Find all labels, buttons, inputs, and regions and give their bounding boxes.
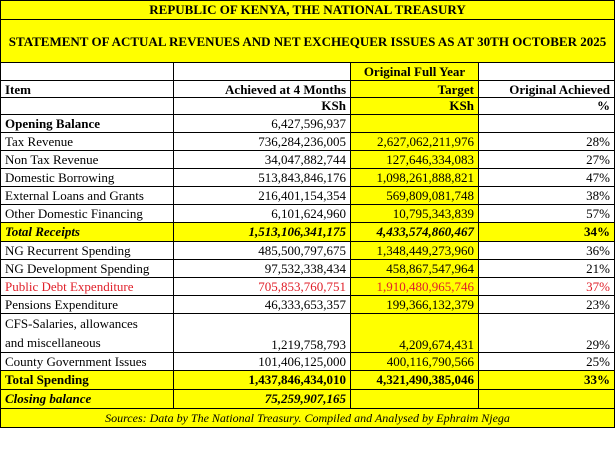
row-pct: 29% [478, 313, 615, 353]
table-row: CFS-Salaries, allowances and miscellaneou… [0, 313, 615, 353]
row-item: Public Debt Expenditure [0, 277, 174, 296]
title-row-2: STATEMENT OF ACTUAL REVENUES AND NET EXC… [0, 19, 615, 63]
row-pct: 28% [478, 132, 615, 151]
source-note: Sources: Data by The National Treasury. … [0, 408, 615, 428]
row-item: County Government Issues [0, 352, 174, 371]
header-item: Item [0, 80, 174, 98]
total-spending-row: Total Spending 1,437,846,434,010 4,321,4… [0, 370, 615, 390]
title-line-2: STATEMENT OF ACTUAL REVENUES AND NET EXC… [0, 19, 615, 63]
row-target: 1,348,449,273,960 [350, 241, 479, 260]
source-row: Sources: Data by The National Treasury. … [0, 408, 615, 428]
row-achieved: 6,101,624,960 [173, 204, 351, 223]
title-row-1: REPUBLIC OF KENYA, THE NATIONAL TREASURY [0, 0, 615, 20]
table-row: Non Tax Revenue 34,047,882,744 127,646,3… [0, 150, 615, 169]
row-pct: 47% [478, 168, 615, 187]
row-target: 458,867,547,964 [350, 259, 479, 278]
row-achieved: 6,427,596,937 [173, 114, 351, 133]
row-item: Opening Balance [0, 114, 174, 133]
row-achieved: 1,219,758,793 [173, 313, 351, 353]
statement-table: REPUBLIC OF KENYA, THE NATIONAL TREASURY… [0, 0, 615, 428]
row-target: 400,116,790,566 [350, 352, 479, 371]
total-spending-pct: 33% [478, 370, 615, 390]
closing-balance-value: 75,259,907,165 [173, 389, 351, 409]
table-row: Opening Balance 6,427,596,937 [0, 114, 615, 133]
table-row: Other Domestic Financing 6,101,624,960 1… [0, 204, 615, 223]
row-achieved: 705,853,760,751 [173, 277, 351, 296]
table-row: County Government Issues 101,406,125,000… [0, 352, 615, 371]
total-receipts-row: Total Receipts 1,513,106,341,175 4,433,5… [0, 222, 615, 242]
row-target [350, 114, 479, 133]
row-achieved: 101,406,125,000 [173, 352, 351, 371]
header-row-2: Item Achieved at 4 Months Target Origina… [0, 80, 615, 98]
total-receipts-pct: 34% [478, 222, 615, 242]
row-pct: 37% [478, 277, 615, 296]
closing-balance-label: Closing balance [0, 389, 174, 409]
row-item: NG Recurrent Spending [0, 241, 174, 260]
row-pct: 21% [478, 259, 615, 278]
row-target: 1,910,480,965,746 [350, 277, 479, 296]
row-achieved: 513,843,846,176 [173, 168, 351, 187]
table-row-debt: Public Debt Expenditure 705,853,760,751 … [0, 277, 615, 296]
row-item: CFS-Salaries, allowances and miscellaneou… [0, 313, 174, 353]
row-target: 2,627,062,211,976 [350, 132, 479, 151]
row-item: External Loans and Grants [0, 186, 174, 205]
total-spending-label: Total Spending [0, 370, 174, 390]
row-target: 569,809,081,748 [350, 186, 479, 205]
row-pct: 27% [478, 150, 615, 169]
total-receipts-target: 4,433,574,860,467 [350, 222, 479, 242]
total-spending-achieved: 1,437,846,434,010 [173, 370, 351, 390]
row-target: 10,795,343,839 [350, 204, 479, 223]
row-item: Domestic Borrowing [0, 168, 174, 187]
total-receipts-achieved: 1,513,106,341,175 [173, 222, 351, 242]
row-achieved: 216,401,154,354 [173, 186, 351, 205]
row-target: 1,098,261,888,821 [350, 168, 479, 187]
row-pct: 25% [478, 352, 615, 371]
header-units-row: KSh KSh % [0, 97, 615, 115]
row-item: Pensions Expenditure [0, 295, 174, 314]
header-row-1: Original Full Year [0, 62, 615, 81]
closing-balance-row: Closing balance 75,259,907,165 [0, 389, 615, 409]
total-receipts-label: Total Receipts [0, 222, 174, 242]
row-item: Non Tax Revenue [0, 150, 174, 169]
table-row: NG Recurrent Spending 485,500,797,675 1,… [0, 241, 615, 260]
row-target: 199,366,132,379 [350, 295, 479, 314]
title-line-1: REPUBLIC OF KENYA, THE NATIONAL TREASURY [0, 0, 615, 20]
row-item-line-2: and miscellaneous [5, 335, 101, 350]
row-achieved: 97,532,338,434 [173, 259, 351, 278]
unit-pct: % [478, 97, 615, 115]
row-target: 127,646,334,083 [350, 150, 479, 169]
row-achieved: 736,284,236,005 [173, 132, 351, 151]
header-target-line-1: Original Full Year [350, 62, 479, 81]
row-pct [478, 114, 615, 133]
header-pct: Original Achieved [478, 80, 615, 98]
row-item: Other Domestic Financing [0, 204, 174, 223]
row-item-line-1: CFS-Salaries, allowances [5, 316, 138, 331]
table-row: Tax Revenue 736,284,236,005 2,627,062,21… [0, 132, 615, 151]
row-pct: 23% [478, 295, 615, 314]
row-item: Tax Revenue [0, 132, 174, 151]
table-row: Pensions Expenditure 46,333,653,357 199,… [0, 295, 615, 314]
row-target: 4,209,674,431 [350, 313, 479, 353]
header-target-line-2: Target [350, 80, 479, 98]
row-pct: 57% [478, 204, 615, 223]
table-row: NG Development Spending 97,532,338,434 4… [0, 259, 615, 278]
row-pct: 38% [478, 186, 615, 205]
header-achieved: Achieved at 4 Months [173, 80, 351, 98]
row-achieved: 34,047,882,744 [173, 150, 351, 169]
row-achieved: 485,500,797,675 [173, 241, 351, 260]
table-row: Domestic Borrowing 513,843,846,176 1,098… [0, 168, 615, 187]
row-achieved: 46,333,653,357 [173, 295, 351, 314]
total-spending-target: 4,321,490,385,046 [350, 370, 479, 390]
unit-target: KSh [350, 97, 479, 115]
row-item: NG Development Spending [0, 259, 174, 278]
unit-achieved: KSh [173, 97, 351, 115]
row-pct: 36% [478, 241, 615, 260]
revenue-statement-sheet: REPUBLIC OF KENYA, THE NATIONAL TREASURY… [0, 0, 615, 428]
table-row: External Loans and Grants 216,401,154,35… [0, 186, 615, 205]
